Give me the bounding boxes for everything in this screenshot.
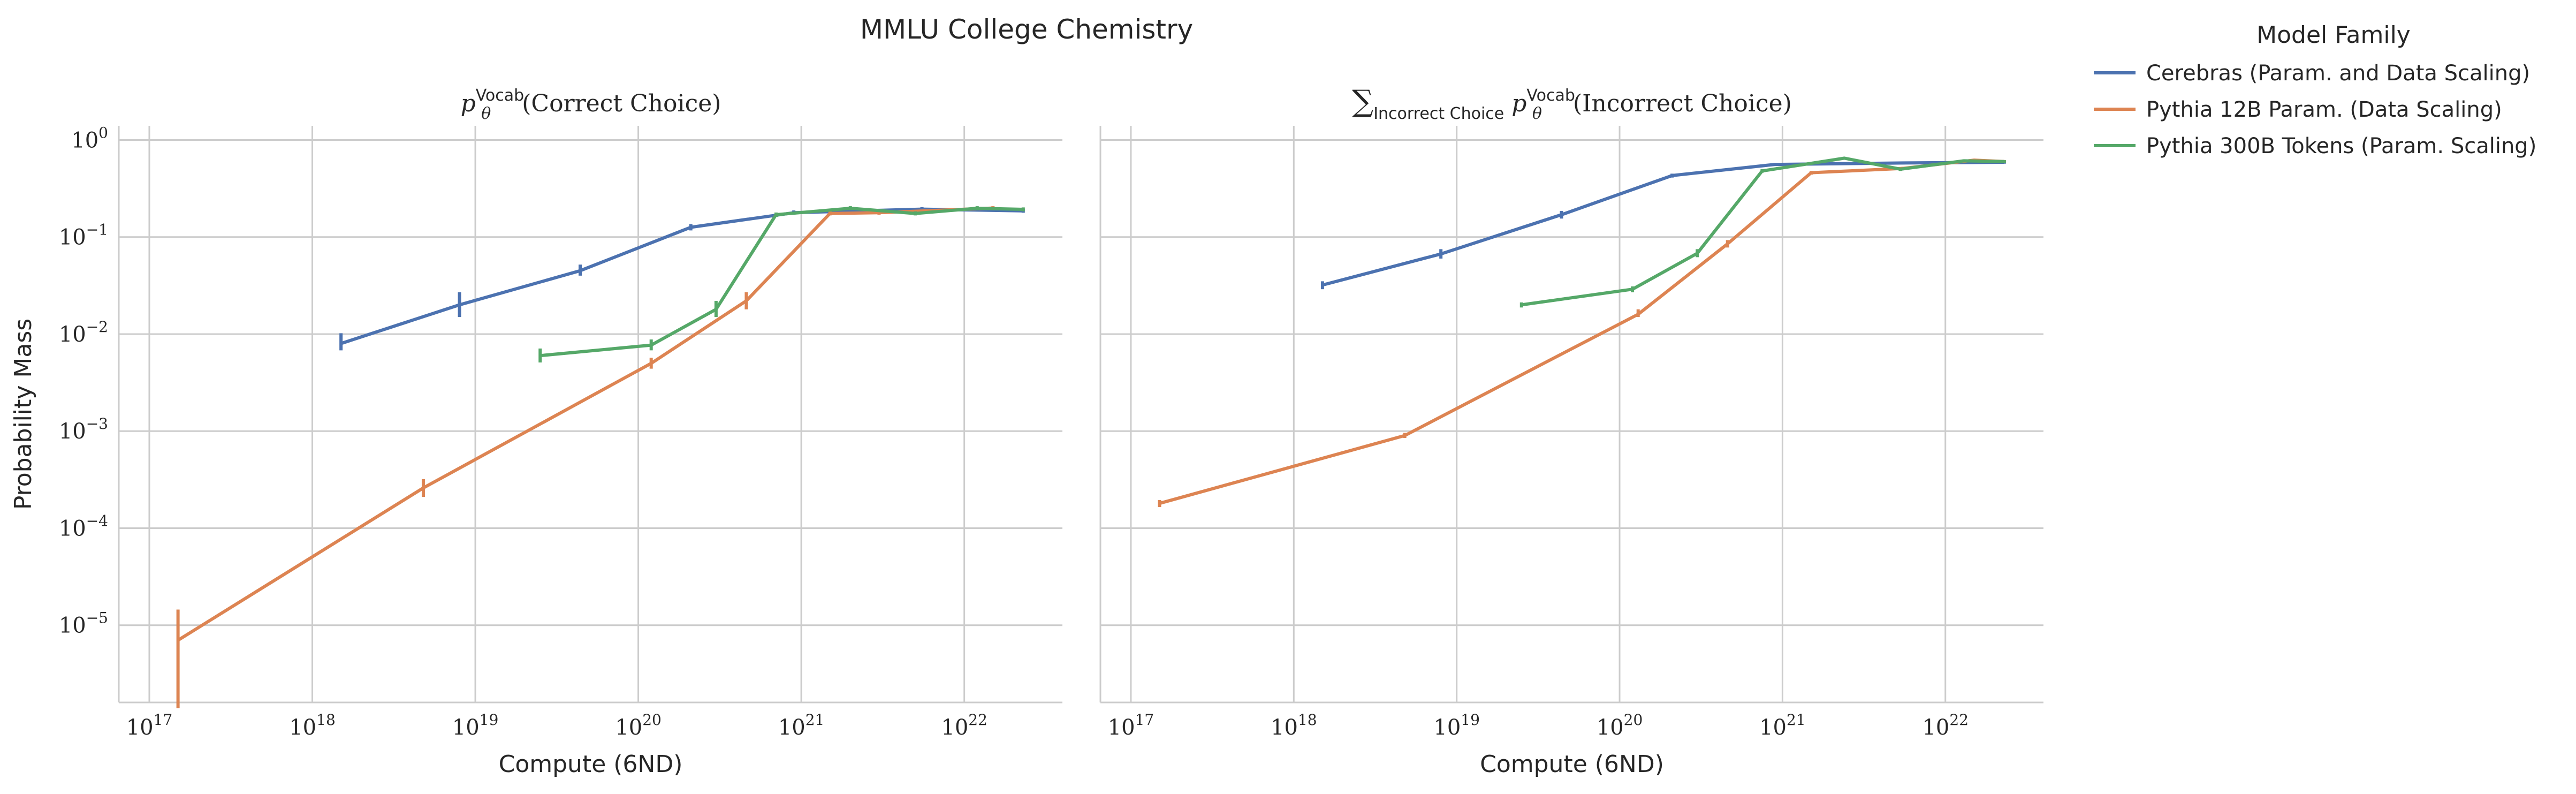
legend-label: Pythia 12B Param. (Data Scaling) [2146, 97, 2502, 122]
x-tick-label: 1018 [1271, 711, 1317, 740]
series-pythia [1519, 156, 2006, 308]
x-tick-label: 1022 [1922, 711, 1969, 740]
chart-panel-incorrect-choice: 1017 1018 1019 1020 1021 1022 Compute (6ND) ∑In… [1099, 84, 2043, 778]
y-tick-label: 10−5 [59, 609, 108, 638]
series-pythia [1158, 158, 2006, 508]
legend-entry: Cerebras (Param. and Data Scaling) [2094, 61, 2530, 86]
series-line [1322, 161, 2004, 287]
legend-title: Model Family [2256, 21, 2411, 49]
y-tick-label: 100 [71, 124, 108, 153]
x-tick-label: 1020 [615, 711, 662, 740]
legend-label: Cerebras (Param. and Data Scaling) [2146, 61, 2530, 86]
x-tick-label: 1021 [778, 711, 825, 740]
x-tick-label: 1017 [1108, 711, 1154, 740]
series-line [177, 206, 993, 642]
panel-title: pVocab θ (Correct Choice) [461, 86, 721, 123]
series-cerebras [1320, 161, 2006, 290]
y-tick-label: 10−2 [59, 318, 108, 347]
series-line [539, 207, 1023, 358]
x-tick-label: 1021 [1759, 711, 1806, 740]
panel-title: ∑Incorrect Choice pVocab θ (Incorrect Choi… [1352, 84, 1792, 123]
y-tick-label: 10−3 [59, 415, 108, 444]
series-pythia [538, 206, 1025, 362]
x-axis-label: Compute (6ND) [499, 751, 683, 778]
y-axis-label: Probability Mass [10, 319, 37, 510]
figure-title: MMLU College Chemistry [860, 14, 1193, 45]
y-tick-label: 10−1 [59, 221, 108, 250]
legend-entry: Pythia 12B Param. (Data Scaling) [2094, 97, 2502, 122]
x-tick-label: 1018 [289, 711, 336, 740]
series-line [1159, 158, 2005, 505]
x-axis-label: Compute (6ND) [1480, 751, 1664, 778]
y-tick-label: 10−4 [59, 512, 108, 541]
x-tick-label: 1022 [941, 711, 987, 740]
series-line [340, 207, 1023, 345]
legend: Model Family Cerebras (Param. and Data S… [2094, 21, 2536, 158]
x-tick-label: 1017 [126, 711, 173, 740]
x-tick-label: 1019 [1433, 711, 1480, 740]
series-line [1521, 156, 2004, 307]
series-pythia [176, 206, 995, 708]
legend-label: Pythia 300B Tokens (Param. Scaling) [2146, 134, 2536, 158]
x-tick-label: 1019 [452, 711, 499, 740]
x-tick-label: 1020 [1597, 711, 1643, 740]
chart-panel-correct-choice: 1017 1018 1019 1020 1021 1022 10−5 10−4 10−3 10−2… [10, 86, 1062, 778]
legend-entry: Pythia 300B Tokens (Param. Scaling) [2094, 134, 2536, 158]
